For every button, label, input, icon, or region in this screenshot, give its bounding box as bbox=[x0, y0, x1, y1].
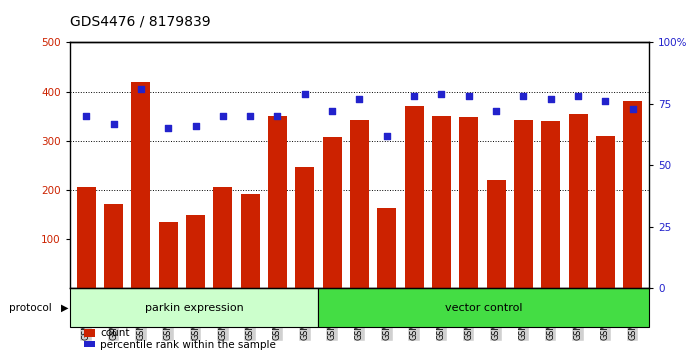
Text: protocol: protocol bbox=[9, 303, 52, 313]
Point bbox=[628, 106, 639, 112]
Bar bbox=[158, 222, 178, 288]
Point bbox=[108, 121, 119, 126]
Point bbox=[600, 98, 611, 104]
Text: GSM729735: GSM729735 bbox=[547, 291, 556, 339]
Point bbox=[408, 94, 419, 99]
Bar bbox=[186, 215, 205, 288]
Bar bbox=[84, 341, 95, 349]
Bar bbox=[104, 204, 123, 288]
Text: GSM729734: GSM729734 bbox=[519, 291, 528, 339]
Point bbox=[272, 113, 283, 119]
Text: GSM729737: GSM729737 bbox=[601, 291, 610, 339]
Bar bbox=[377, 208, 396, 288]
Point bbox=[545, 96, 556, 102]
Bar bbox=[70, 288, 318, 327]
Point bbox=[572, 94, 584, 99]
Text: GSM729741: GSM729741 bbox=[136, 291, 145, 339]
Point bbox=[163, 126, 174, 131]
Text: GSM729739: GSM729739 bbox=[82, 291, 91, 339]
Text: GSM729742: GSM729742 bbox=[163, 291, 172, 339]
Text: GSM729740: GSM729740 bbox=[109, 291, 118, 339]
Text: GSM729736: GSM729736 bbox=[574, 291, 583, 339]
Text: percentile rank within the sample: percentile rank within the sample bbox=[100, 340, 276, 350]
Text: GSM729743: GSM729743 bbox=[191, 291, 200, 339]
Text: GSM729745: GSM729745 bbox=[246, 291, 255, 339]
Bar bbox=[514, 120, 533, 288]
Bar bbox=[569, 114, 588, 288]
Text: ▶: ▶ bbox=[61, 303, 68, 313]
Bar bbox=[241, 194, 260, 288]
Text: GSM729728: GSM729728 bbox=[355, 291, 364, 339]
Bar bbox=[459, 117, 478, 288]
Bar bbox=[84, 329, 95, 337]
Text: GSM729744: GSM729744 bbox=[218, 291, 228, 339]
Bar bbox=[432, 116, 451, 288]
Bar bbox=[487, 180, 505, 288]
Point bbox=[135, 86, 147, 92]
Text: parkin expression: parkin expression bbox=[144, 303, 244, 313]
Bar bbox=[322, 137, 342, 288]
Point bbox=[217, 113, 228, 119]
Text: GSM729746: GSM729746 bbox=[273, 291, 282, 339]
Bar bbox=[77, 187, 96, 288]
Text: GSM729730: GSM729730 bbox=[410, 291, 419, 339]
Bar bbox=[350, 120, 369, 288]
Text: GSM729738: GSM729738 bbox=[628, 291, 637, 339]
Point bbox=[80, 113, 91, 119]
Point bbox=[436, 91, 447, 97]
Text: GSM729733: GSM729733 bbox=[491, 291, 500, 339]
Bar bbox=[131, 82, 150, 288]
Point bbox=[491, 108, 502, 114]
Text: count: count bbox=[100, 328, 130, 338]
Bar bbox=[295, 167, 314, 288]
Point bbox=[244, 113, 255, 119]
Point bbox=[518, 94, 529, 99]
Bar bbox=[405, 106, 424, 288]
Bar bbox=[623, 101, 642, 288]
Bar bbox=[541, 121, 560, 288]
Text: GSM729732: GSM729732 bbox=[464, 291, 473, 339]
Point bbox=[463, 94, 475, 99]
Bar bbox=[318, 288, 649, 327]
Point bbox=[190, 123, 201, 129]
Bar bbox=[268, 116, 287, 288]
Point bbox=[299, 91, 311, 97]
Text: GSM729729: GSM729729 bbox=[383, 291, 392, 340]
Text: vector control: vector control bbox=[445, 303, 522, 313]
Point bbox=[381, 133, 392, 139]
Text: GSM729731: GSM729731 bbox=[437, 291, 446, 339]
Text: GDS4476 / 8179839: GDS4476 / 8179839 bbox=[70, 14, 210, 28]
Bar bbox=[214, 187, 232, 288]
Bar bbox=[596, 136, 615, 288]
Point bbox=[354, 96, 365, 102]
Point bbox=[327, 108, 338, 114]
Text: GSM729747: GSM729747 bbox=[300, 291, 309, 339]
Text: GSM729727: GSM729727 bbox=[327, 291, 336, 340]
